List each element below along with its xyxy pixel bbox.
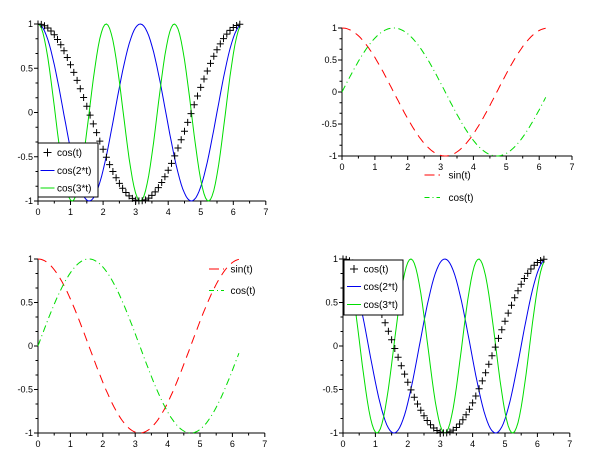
x-tick-label: 0 xyxy=(339,162,344,172)
x-tick-label: 6 xyxy=(537,162,542,172)
legend-plus-marker xyxy=(350,265,358,273)
axes xyxy=(339,258,571,437)
y-tick-label: -1 xyxy=(25,428,33,438)
x-tick-label: 3 xyxy=(438,439,443,449)
x-tick-label: 2 xyxy=(405,439,410,449)
y-tick-label: 0.5 xyxy=(20,63,33,73)
y-tick-label: 0 xyxy=(332,87,337,97)
y-tick-label: 0 xyxy=(28,341,33,351)
series-line-cos(2*t) xyxy=(342,258,545,434)
x-tick-label: 4 xyxy=(471,162,476,172)
x-tick-label: 4 xyxy=(165,439,170,449)
x-tick-label: 1 xyxy=(68,439,73,449)
x-tick-label: 0 xyxy=(340,439,345,449)
y-tick-label: -1 xyxy=(330,428,338,438)
x-tick-label: 2 xyxy=(100,439,105,449)
x-tick-label: 3 xyxy=(438,162,443,172)
legend-label: cos(3*t) xyxy=(364,300,398,311)
series-line-cos(t) xyxy=(37,258,240,434)
legend-label: cos(t) xyxy=(449,193,474,204)
y-tick-label: 1 xyxy=(333,254,338,264)
y-tick-label: -0.5 xyxy=(322,385,338,395)
x-tick-label: 5 xyxy=(198,207,203,217)
x-tick-label: 1 xyxy=(373,439,378,449)
y-tick-label: 1 xyxy=(332,23,337,33)
x-tick-label: 6 xyxy=(535,439,540,449)
x-tick-label: 5 xyxy=(504,162,509,172)
y-tick-label: 0 xyxy=(28,108,33,118)
legend-label: cos(t) xyxy=(231,286,256,297)
y-tick-label: -0.5 xyxy=(321,119,337,129)
legend-label: cos(t) xyxy=(57,148,82,159)
x-tick-label: 4 xyxy=(166,207,171,217)
y-tick-label: 0.5 xyxy=(20,298,33,308)
legend-label: cos(3*t) xyxy=(57,184,91,195)
axes xyxy=(34,23,267,205)
subplot-bottom-right: 0 1 2 3 4 5 6 7 1 0.5 0 -0.5 -1 cos(t) cos(2*t) cos(3*t… xyxy=(322,254,572,449)
series-line-sin(t) xyxy=(37,258,240,434)
y-tick-label: -1 xyxy=(329,151,337,161)
y-tick-label: 0.5 xyxy=(324,55,337,65)
y-tick-label: 1 xyxy=(28,19,33,29)
subplot-bottom-left: 0 1 2 3 4 5 6 7 1 0.5 0 -0.5 -1 sin(t) cos(t) xyxy=(17,254,267,449)
series-line-cos(t) xyxy=(341,27,547,157)
y-tick-label: -0.5 xyxy=(17,152,33,162)
x-tick-label: 5 xyxy=(197,439,202,449)
x-tick-label: 1 xyxy=(68,207,73,217)
y-tick-label: -0.5 xyxy=(17,385,33,395)
legend-label: cos(2*t) xyxy=(57,166,91,177)
x-tick-label: 3 xyxy=(133,207,138,217)
x-tick-label: 2 xyxy=(405,162,410,172)
y-tick-label: 0 xyxy=(333,341,338,351)
x-tick-label: 2 xyxy=(101,207,106,217)
x-tick-label: 0 xyxy=(35,207,40,217)
x-tick-label: 7 xyxy=(570,162,575,172)
x-tick-label: 7 xyxy=(263,207,268,217)
legend-label: cos(2*t) xyxy=(364,282,398,293)
y-tick-label: 0.5 xyxy=(325,298,338,308)
axes xyxy=(338,27,573,160)
series-markers-cos(t) xyxy=(34,20,244,205)
subplot-top-left: 0 1 2 3 4 5 6 7 1 0.5 0 -0.5 -1 cos(t) cos(2*t) cos(3*t… xyxy=(17,19,268,217)
x-tick-label: 1 xyxy=(372,162,377,172)
legend-label: sin(t) xyxy=(231,265,253,276)
series-line-sin(t) xyxy=(341,27,546,157)
legend-label: sin(t) xyxy=(449,171,471,182)
legend-label: cos(t) xyxy=(364,265,389,276)
x-tick-label: 0 xyxy=(35,439,40,449)
y-tick-label: -1 xyxy=(25,196,33,206)
x-tick-label: 7 xyxy=(262,439,267,449)
x-tick-label: 5 xyxy=(502,439,507,449)
legend-plus-marker xyxy=(43,148,52,157)
x-tick-label: 3 xyxy=(133,439,138,449)
x-tick-label: 6 xyxy=(230,439,235,449)
x-tick-label: 4 xyxy=(470,439,475,449)
y-tick-label: 1 xyxy=(28,254,33,264)
x-tick-label: 7 xyxy=(567,439,572,449)
subplot-top-right: 0 1 2 3 4 5 6 7 1 0.5 0 -0.5 -1 sin(t) cos(t) xyxy=(321,23,575,204)
x-tick-label: 6 xyxy=(231,207,236,217)
